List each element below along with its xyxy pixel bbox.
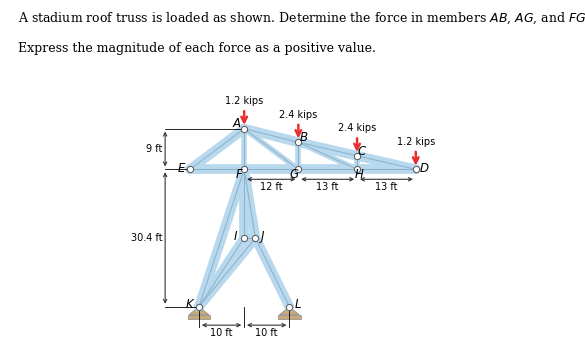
Text: $\mathit{L}$: $\mathit{L}$	[294, 298, 301, 311]
Text: $\mathit{C}$: $\mathit{C}$	[357, 145, 367, 158]
Text: 30.4 ft: 30.4 ft	[131, 233, 163, 243]
Text: $\mathit{D}$: $\mathit{D}$	[419, 161, 429, 175]
Text: 13 ft: 13 ft	[375, 182, 398, 192]
Text: 12 ft: 12 ft	[260, 182, 283, 192]
Text: $\mathit{A}$: $\mathit{A}$	[232, 117, 242, 130]
Text: 2.4 kips: 2.4 kips	[338, 123, 376, 133]
Text: A stadium roof truss is loaded as shown. Determine the force in members $\mathit: A stadium roof truss is loaded as shown.…	[18, 10, 585, 26]
Text: 10 ft: 10 ft	[211, 328, 233, 338]
Text: 10 ft: 10 ft	[256, 328, 278, 338]
Text: $\mathit{G}$: $\mathit{G}$	[288, 168, 299, 181]
Text: 1.2 kips: 1.2 kips	[225, 96, 263, 106]
Bar	[278, 315, 301, 319]
Text: $\mathit{B}$: $\mathit{B}$	[299, 131, 308, 144]
Text: $\mathit{J}$: $\mathit{J}$	[259, 229, 266, 245]
Text: $\mathit{E}$: $\mathit{E}$	[177, 161, 187, 175]
Text: $\mathit{H}$: $\mathit{H}$	[354, 168, 364, 181]
Text: 13 ft: 13 ft	[316, 182, 339, 192]
Text: $\mathit{F}$: $\mathit{F}$	[235, 168, 244, 181]
Text: $\mathit{K}$: $\mathit{K}$	[185, 298, 195, 311]
Text: Express the magnitude of each force as a positive value.: Express the magnitude of each force as a…	[18, 42, 376, 55]
Text: $\mathit{I}$: $\mathit{I}$	[233, 230, 239, 243]
Text: 9 ft: 9 ft	[146, 144, 163, 154]
Text: 2.4 kips: 2.4 kips	[279, 110, 318, 120]
Polygon shape	[280, 307, 300, 315]
Text: 1.2 kips: 1.2 kips	[397, 137, 435, 147]
Bar	[188, 315, 210, 319]
Polygon shape	[189, 307, 209, 315]
